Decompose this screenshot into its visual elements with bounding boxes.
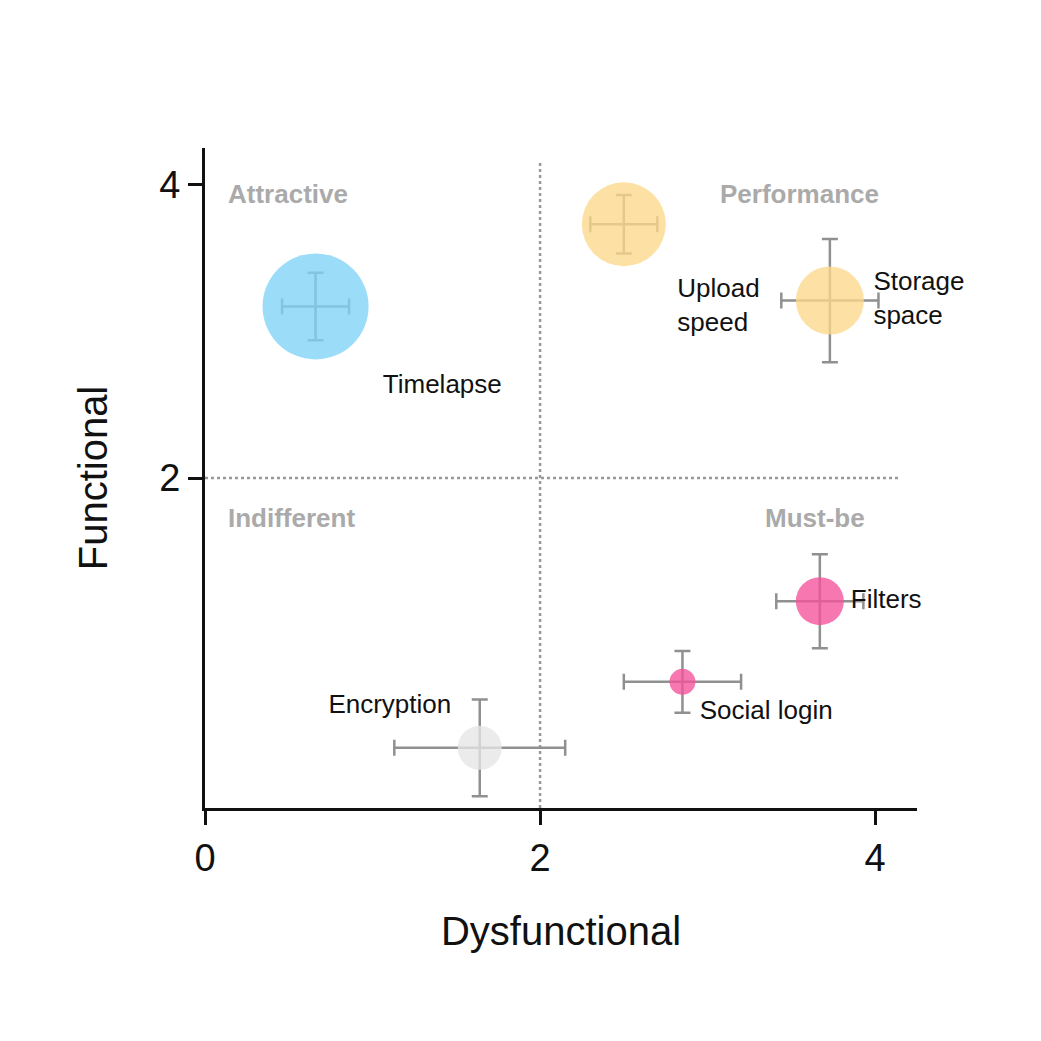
svg-text:Indifferent: Indifferent — [228, 503, 355, 533]
svg-text:4: 4 — [865, 837, 886, 879]
svg-text:4: 4 — [159, 164, 180, 206]
svg-text:Dysfunctional: Dysfunctional — [441, 909, 681, 953]
svg-text:Timelapse: Timelapse — [383, 369, 502, 399]
svg-text:Filters: Filters — [851, 584, 922, 614]
svg-text:Uploadspeed: Uploadspeed — [677, 273, 759, 337]
svg-text:Attractive: Attractive — [228, 179, 348, 209]
svg-text:Must-be: Must-be — [765, 503, 865, 533]
svg-text:2: 2 — [529, 837, 550, 879]
svg-text:2: 2 — [159, 457, 180, 499]
svg-text:Social login: Social login — [700, 695, 833, 725]
svg-text:Encryption: Encryption — [328, 689, 451, 719]
svg-text:Storagespace: Storagespace — [873, 266, 964, 330]
svg-text:Performance: Performance — [720, 179, 879, 209]
svg-text:Functional: Functional — [71, 386, 115, 571]
svg-text:0: 0 — [194, 837, 215, 879]
